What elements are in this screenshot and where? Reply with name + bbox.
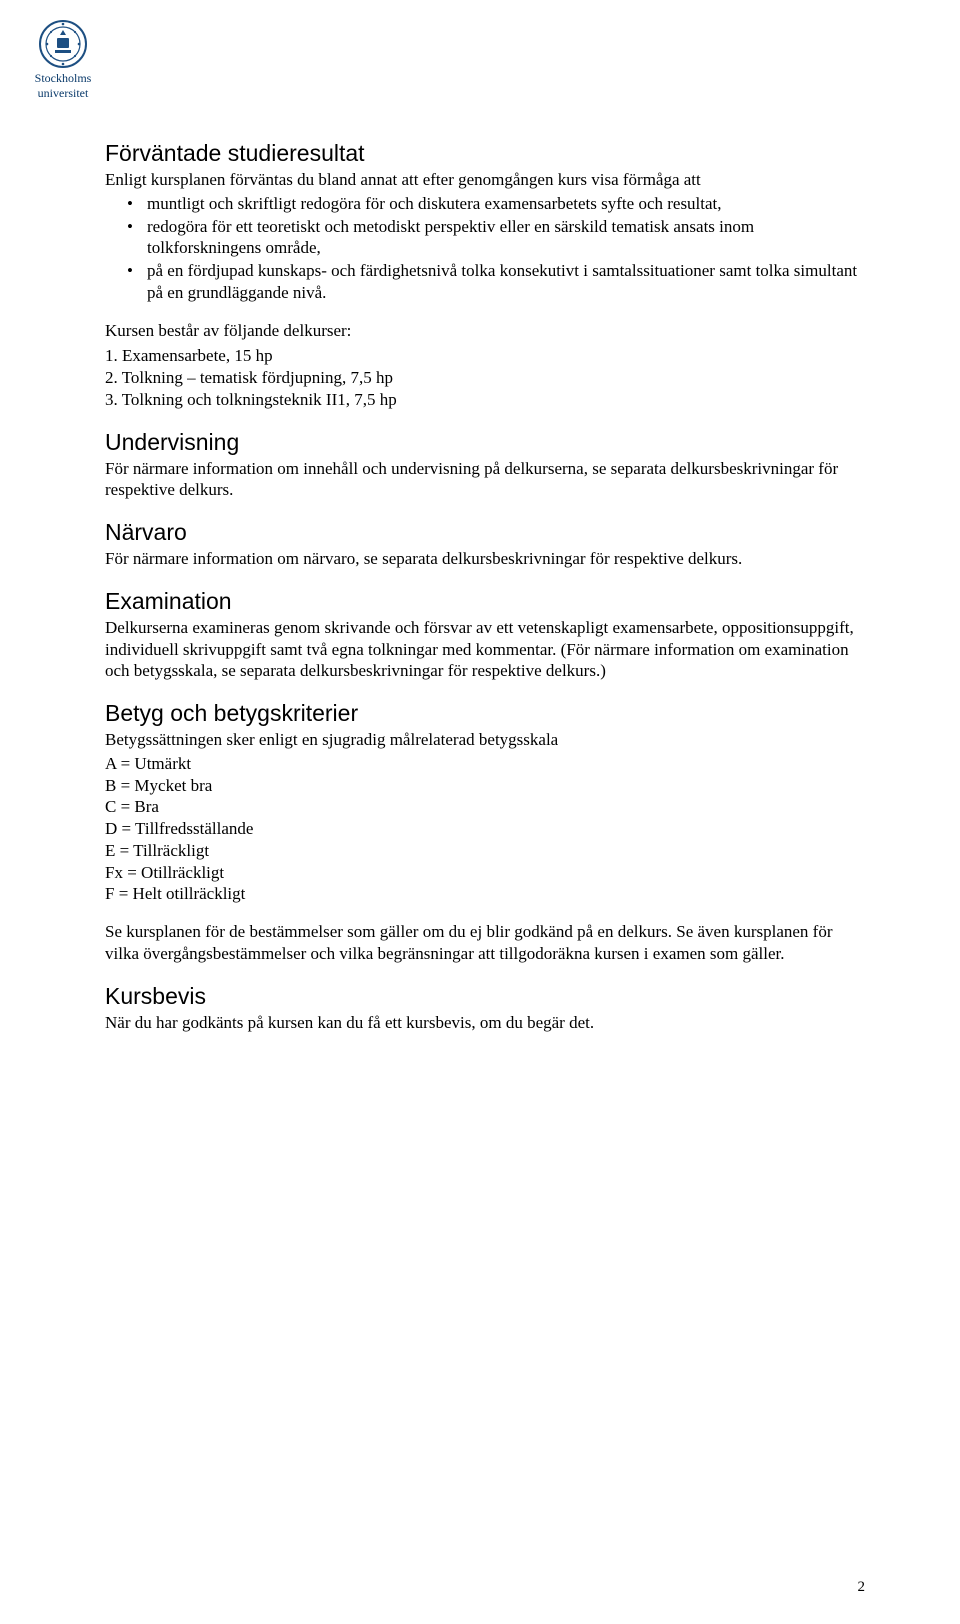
seal-icon bbox=[37, 18, 89, 70]
heading-examination: Examination bbox=[105, 588, 870, 615]
grade-line: D = Tillfredsställande bbox=[105, 818, 870, 840]
logo-text-line1: Stockholms bbox=[18, 72, 108, 85]
document-body: Förväntade studieresultat Enligt kurspla… bbox=[105, 20, 870, 1033]
section-forvantade: Förväntade studieresultat Enligt kurspla… bbox=[105, 140, 870, 411]
intro-forvantade: Enligt kursplanen förväntas du bland ann… bbox=[105, 169, 870, 191]
intro-betyg: Betygssättningen sker enligt en sjugradi… bbox=[105, 729, 870, 751]
bullet-list-forvantade: muntligt och skriftligt redogöra för och… bbox=[105, 193, 870, 304]
grade-line: F = Helt otillräckligt bbox=[105, 883, 870, 905]
delkurs-item: 1. Examensarbete, 15 hp bbox=[105, 345, 870, 367]
section-betyg: Betyg och betygskriterier Betygssättning… bbox=[105, 700, 870, 965]
body-kursbevis: När du har godkänts på kursen kan du få … bbox=[105, 1012, 870, 1034]
delkurser-intro: Kursen består av följande delkurser: bbox=[105, 320, 870, 342]
delkurs-item: 2. Tolkning – tematisk fördjupning, 7,5 … bbox=[105, 367, 870, 389]
heading-narvaro: Närvaro bbox=[105, 519, 870, 546]
grade-line: E = Tillräckligt bbox=[105, 840, 870, 862]
section-kursbevis: Kursbevis När du har godkänts på kursen … bbox=[105, 983, 870, 1034]
bullet-item: muntligt och skriftligt redogöra för och… bbox=[147, 193, 870, 215]
heading-undervisning: Undervisning bbox=[105, 429, 870, 456]
grade-line: A = Utmärkt bbox=[105, 753, 870, 775]
heading-betyg: Betyg och betygskriterier bbox=[105, 700, 870, 727]
heading-forvantade: Förväntade studieresultat bbox=[105, 140, 870, 167]
delkurser-list: 1. Examensarbete, 15 hp 2. Tolkning – te… bbox=[105, 345, 870, 410]
bullet-item: på en fördjupad kunskaps- och färdighets… bbox=[147, 260, 870, 304]
page-number: 2 bbox=[858, 1579, 866, 1596]
body-narvaro: För närmare information om närvaro, se s… bbox=[105, 548, 870, 570]
grade-line: C = Bra bbox=[105, 796, 870, 818]
body-examination: Delkurserna examineras genom skrivande o… bbox=[105, 617, 870, 682]
logo-text-line2: universitet bbox=[18, 87, 108, 100]
bullet-item: redogöra för ett teoretiskt och metodisk… bbox=[147, 216, 870, 260]
footer-betyg: Se kursplanen för de bestämmelser som gä… bbox=[105, 921, 870, 965]
grade-line: Fx = Otillräckligt bbox=[105, 862, 870, 884]
delkurs-item: 3. Tolkning och tolkningsteknik II1, 7,5… bbox=[105, 389, 870, 411]
grade-line: B = Mycket bra bbox=[105, 775, 870, 797]
university-logo: Stockholms universitet bbox=[18, 18, 108, 99]
section-narvaro: Närvaro För närmare information om närva… bbox=[105, 519, 870, 570]
section-examination: Examination Delkurserna examineras genom… bbox=[105, 588, 870, 682]
grade-list: A = Utmärkt B = Mycket bra C = Bra D = T… bbox=[105, 753, 870, 905]
heading-kursbevis: Kursbevis bbox=[105, 983, 870, 1010]
section-undervisning: Undervisning För närmare information om … bbox=[105, 429, 870, 502]
body-undervisning: För närmare information om innehåll och … bbox=[105, 458, 870, 502]
